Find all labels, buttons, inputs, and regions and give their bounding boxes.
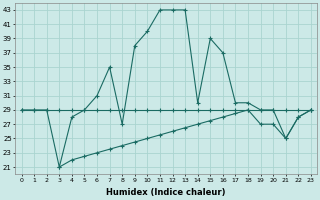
X-axis label: Humidex (Indice chaleur): Humidex (Indice chaleur) — [107, 188, 226, 197]
